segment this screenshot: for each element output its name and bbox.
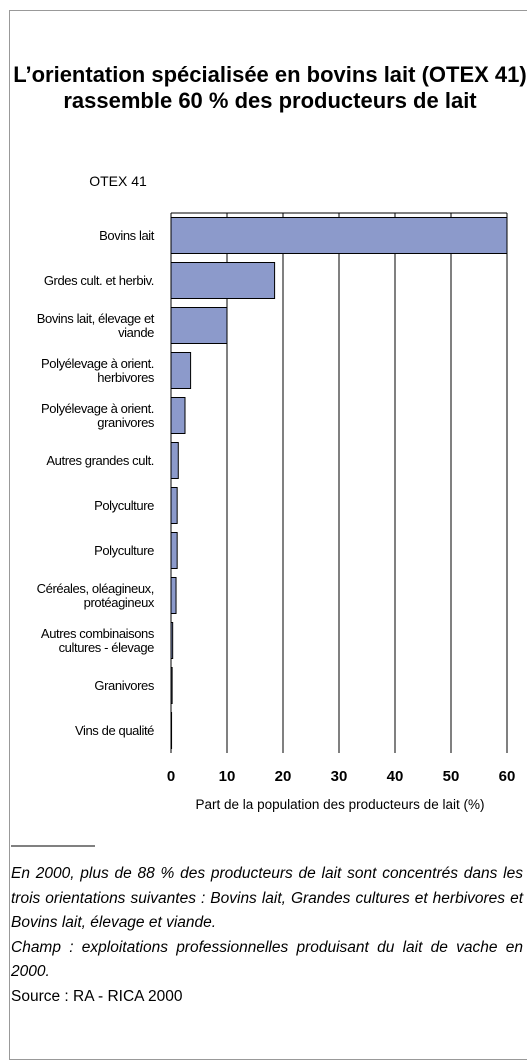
y-tick-label: Polyélevage à orient. granivores [40, 400, 154, 430]
bar [170, 352, 192, 389]
x-tick-label: 10 [219, 768, 236, 785]
bar [170, 487, 178, 524]
y-tick-label: Céréales, oléagineux, protéagineux [36, 580, 155, 610]
x-axis-title: Part de la population des producteurs de… [196, 797, 485, 812]
note: En 2000, plus de 88 % des producteurs de… [11, 865, 523, 931]
y-tick-label: Polyculture [94, 497, 154, 513]
source: Source : RA - RICA 2000 [11, 987, 183, 1005]
bar [170, 262, 276, 299]
chart-title: L’orientation spécialisée en bovins lait… [13, 62, 527, 113]
x-tick-label: 50 [443, 768, 460, 785]
y-tick-label: Polyélevage à orient. herbivores [40, 355, 154, 385]
y-tick-label: Polyculture [94, 542, 154, 558]
bar [170, 217, 508, 254]
x-tick-label: 40 [387, 768, 404, 785]
bar [170, 577, 177, 614]
y-tick-label: Bovins lait [99, 227, 154, 243]
bar [170, 397, 186, 434]
x-tick-label: 0 [167, 768, 175, 785]
y-tick-label: Vins de qualité [74, 722, 154, 738]
bar [170, 667, 173, 704]
x-tick-label: 30 [331, 768, 348, 785]
bar [170, 712, 173, 749]
y-tick-label: Bovins lait, élevage et viande [36, 310, 155, 340]
bar [170, 442, 179, 479]
y-tick-label: Grdes cult. et herbiv. [43, 272, 155, 288]
bar [170, 532, 178, 569]
y-tick-label: Autres combinaisons cultures - élevage [40, 625, 154, 655]
notes: En 2000, plus de 88 % des producteurs de… [11, 862, 523, 1009]
y-tick-label: Granivores [94, 677, 154, 693]
note: Champ : exploitations professionnelles p… [11, 938, 523, 981]
bar [170, 622, 174, 659]
x-tick-label: 60 [499, 768, 516, 785]
y-tick-label: Autres grandes cult. [46, 452, 154, 468]
bar [170, 307, 228, 344]
x-tick-label: 20 [275, 768, 292, 785]
y-axis-title: OTEX 41 [89, 173, 147, 189]
